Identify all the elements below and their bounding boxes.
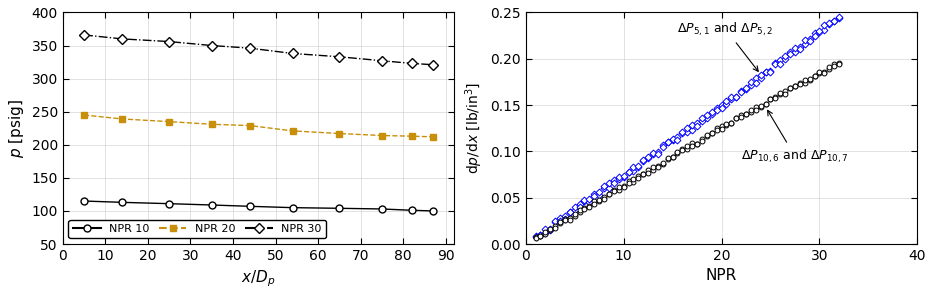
Y-axis label: $\mathrm{d}p/\mathrm{d}x\ [\mathrm{lb/in}^3]$: $\mathrm{d}p/\mathrm{d}x\ [\mathrm{lb/in… bbox=[463, 82, 484, 174]
Legend: NPR 10, NPR 20, NPR 30: NPR 10, NPR 20, NPR 30 bbox=[68, 220, 327, 239]
X-axis label: $x/D_p$: $x/D_p$ bbox=[242, 268, 276, 289]
Text: $\Delta P_{10,6}$ and $\Delta P_{10,7}$: $\Delta P_{10,6}$ and $\Delta P_{10,7}$ bbox=[741, 110, 849, 165]
Y-axis label: $p$ [psig]: $p$ [psig] bbox=[7, 99, 26, 158]
Text: $\Delta P_{5,1}$ and $\Delta P_{5,2}$: $\Delta P_{5,1}$ and $\Delta P_{5,2}$ bbox=[677, 20, 773, 71]
X-axis label: NPR: NPR bbox=[706, 268, 737, 284]
